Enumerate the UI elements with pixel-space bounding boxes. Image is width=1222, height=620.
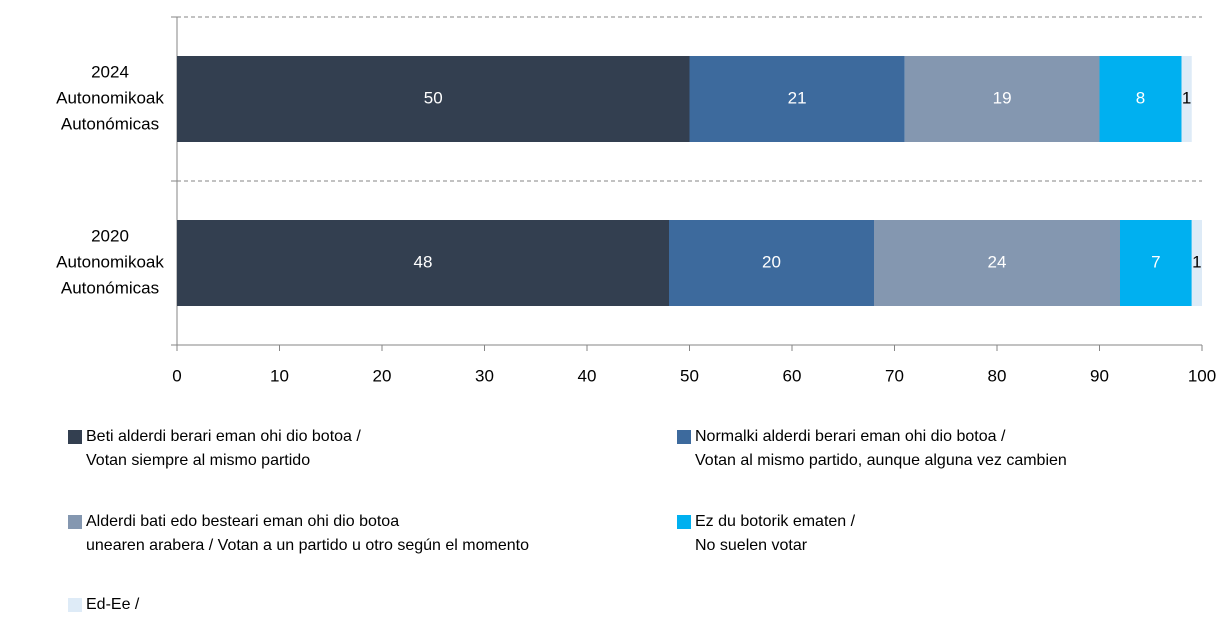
legend-swatch	[677, 430, 691, 444]
data-label: 50	[424, 88, 443, 107]
category-label: Autonomikoak	[56, 88, 164, 107]
x-tick-label: 70	[885, 366, 904, 385]
bar-segment	[904, 56, 1100, 142]
x-tick-label: 30	[475, 366, 494, 385]
legend-label: Normalki alderdi berari eman ohi dio bot…	[695, 428, 1006, 445]
bar-segment	[689, 56, 905, 142]
bar-segment	[874, 220, 1120, 306]
bar-segment	[177, 220, 669, 306]
legend-label: Beti alderdi berari eman ohi dio botoa /	[86, 428, 361, 445]
category-label: 2024	[91, 62, 129, 81]
x-tick-label: 0	[172, 366, 181, 385]
data-label: 7	[1151, 252, 1160, 271]
x-tick-label: 60	[783, 366, 802, 385]
bar-segment	[177, 56, 690, 142]
category-label: 2020	[91, 226, 129, 245]
data-label: 20	[762, 252, 781, 271]
bar-segment	[1191, 220, 1202, 306]
legend-label: No suelen votar	[695, 537, 808, 554]
x-tick-label: 20	[373, 366, 392, 385]
legend-swatch	[68, 515, 82, 529]
legend-swatch	[68, 598, 82, 612]
x-tick-label: 80	[988, 366, 1007, 385]
bar-segment	[1120, 220, 1192, 306]
bar-segment	[669, 220, 874, 306]
legend-label: Votan siempre al mismo partido	[86, 452, 310, 469]
data-label: 1	[1192, 252, 1201, 271]
data-label: 24	[988, 252, 1007, 271]
legend-swatch	[677, 515, 691, 529]
x-tick-label: 50	[680, 366, 699, 385]
legend-label: Ed-Ee /	[86, 596, 140, 613]
data-label: 1	[1182, 88, 1191, 107]
legend-swatch	[68, 430, 82, 444]
x-tick-label: 100	[1188, 366, 1216, 385]
data-label: 19	[993, 88, 1012, 107]
legend-label: Votan al mismo partido, aunque alguna ve…	[695, 452, 1067, 469]
x-tick-label: 10	[270, 366, 289, 385]
legend-label: Alderdi bati edo besteari eman ohi dio b…	[86, 513, 399, 530]
bar-segment	[1099, 56, 1182, 142]
legend-label: Ez du botorik ematen /	[695, 513, 856, 530]
legend-label: unearen arabera / Votan a un partido u o…	[86, 537, 529, 554]
data-label: 48	[414, 252, 433, 271]
x-tick-label: 40	[578, 366, 597, 385]
category-label: Autonómicas	[61, 114, 159, 133]
category-label: Autonomikoak	[56, 252, 164, 271]
bar-segment	[1181, 56, 1192, 142]
data-label: 21	[788, 88, 807, 107]
category-label: Autonómicas	[61, 278, 159, 297]
data-label: 8	[1136, 88, 1145, 107]
x-tick-label: 90	[1090, 366, 1109, 385]
